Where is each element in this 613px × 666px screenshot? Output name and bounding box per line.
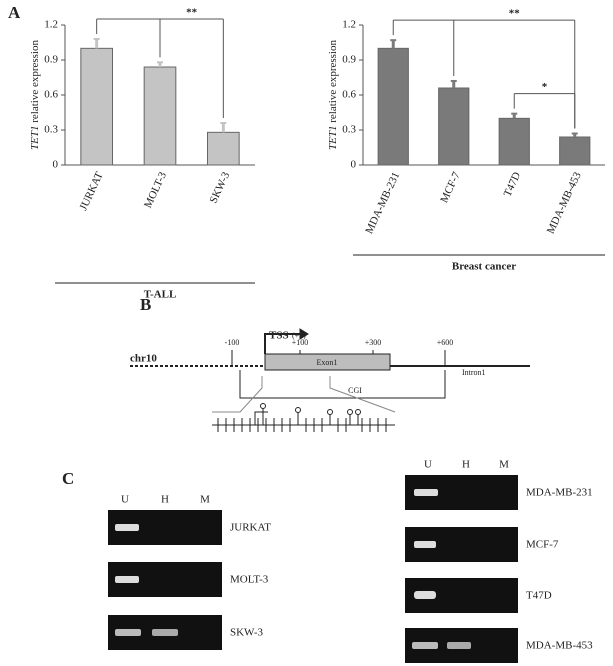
position-label: +300 (365, 338, 382, 347)
y-axis-label: TET1 relative expression (29, 40, 41, 150)
sample-label: MCF-7 (526, 539, 559, 551)
lane-label: M (200, 494, 210, 506)
bar (80, 47, 114, 166)
x-tick-label: SKW-3 (208, 170, 233, 205)
x-tick-label: MDA-MB-453 (545, 170, 584, 236)
bar (377, 47, 409, 166)
panel-label: B (140, 295, 151, 314)
intron-label: Intron1 (462, 368, 486, 377)
sample-label: T47D (526, 590, 552, 602)
y-tick-label: 0.6 (342, 89, 356, 101)
sample-label: MDA-MB-231 (526, 487, 593, 499)
y-tick-label: 0.3 (342, 124, 356, 136)
lane-label: U (424, 459, 432, 471)
gene-diagram (130, 328, 530, 432)
x-tick-label: MDA-MB-231 (363, 170, 402, 235)
exon-label: Exon1 (317, 358, 338, 367)
lane-label: M (499, 459, 509, 471)
group-label: Breast cancer (452, 261, 516, 273)
sample-label: JURKAT (230, 522, 271, 534)
lane-label: H (462, 459, 470, 471)
y-axis-label-text: relative expression (327, 40, 339, 123)
y-tick-label: 1.2 (342, 19, 356, 31)
group-label: T-ALL (144, 289, 177, 301)
sample-label: SKW-3 (230, 627, 264, 639)
y-tick-label: 0.9 (44, 54, 58, 66)
y-axis-label-text: relative expression (29, 40, 41, 123)
bar (498, 117, 530, 166)
sample-label: MOLT-3 (230, 574, 269, 586)
x-tick-label: MCF-7 (438, 170, 463, 205)
y-tick-label: 0 (351, 159, 357, 171)
y-tick-label: 0.3 (44, 124, 58, 136)
y-tick-label: 1.2 (44, 19, 58, 31)
gel-images (108, 475, 518, 663)
tss-label: TSS (269, 330, 289, 342)
tss-position: (+1) (292, 331, 306, 340)
significance-label: ** (509, 8, 521, 20)
position-label: -100 (225, 338, 240, 347)
lane-label: H (161, 494, 169, 506)
x-tick-label: JURKAT (77, 170, 105, 212)
panel-label: C (62, 469, 74, 488)
bar (143, 66, 177, 166)
bar (559, 136, 591, 166)
y-tick-label: 0.6 (44, 89, 58, 101)
y-axis-label-gene: TET1 (29, 126, 41, 150)
y-axis-label-gene: TET1 (327, 126, 339, 150)
lane-label: U (121, 494, 129, 506)
position-label: +100 (292, 338, 309, 347)
x-tick-label: MOLT-3 (142, 170, 169, 210)
y-tick-label: 0.9 (342, 54, 356, 66)
x-tick-label: T47D (502, 170, 524, 198)
significance-label: * (542, 81, 548, 93)
bar (207, 131, 240, 166)
cgi-label: CGI (348, 386, 362, 395)
chromosome-label: chr10 (130, 353, 157, 365)
y-axis-label: TET1 relative expression (327, 40, 339, 150)
panel-label: A (8, 3, 21, 22)
bar (438, 87, 470, 166)
position-label: +600 (437, 338, 454, 347)
y-tick-label: 0 (53, 159, 59, 171)
sample-label: MDA-MB-453 (526, 640, 593, 652)
significance-label: ** (186, 7, 198, 19)
